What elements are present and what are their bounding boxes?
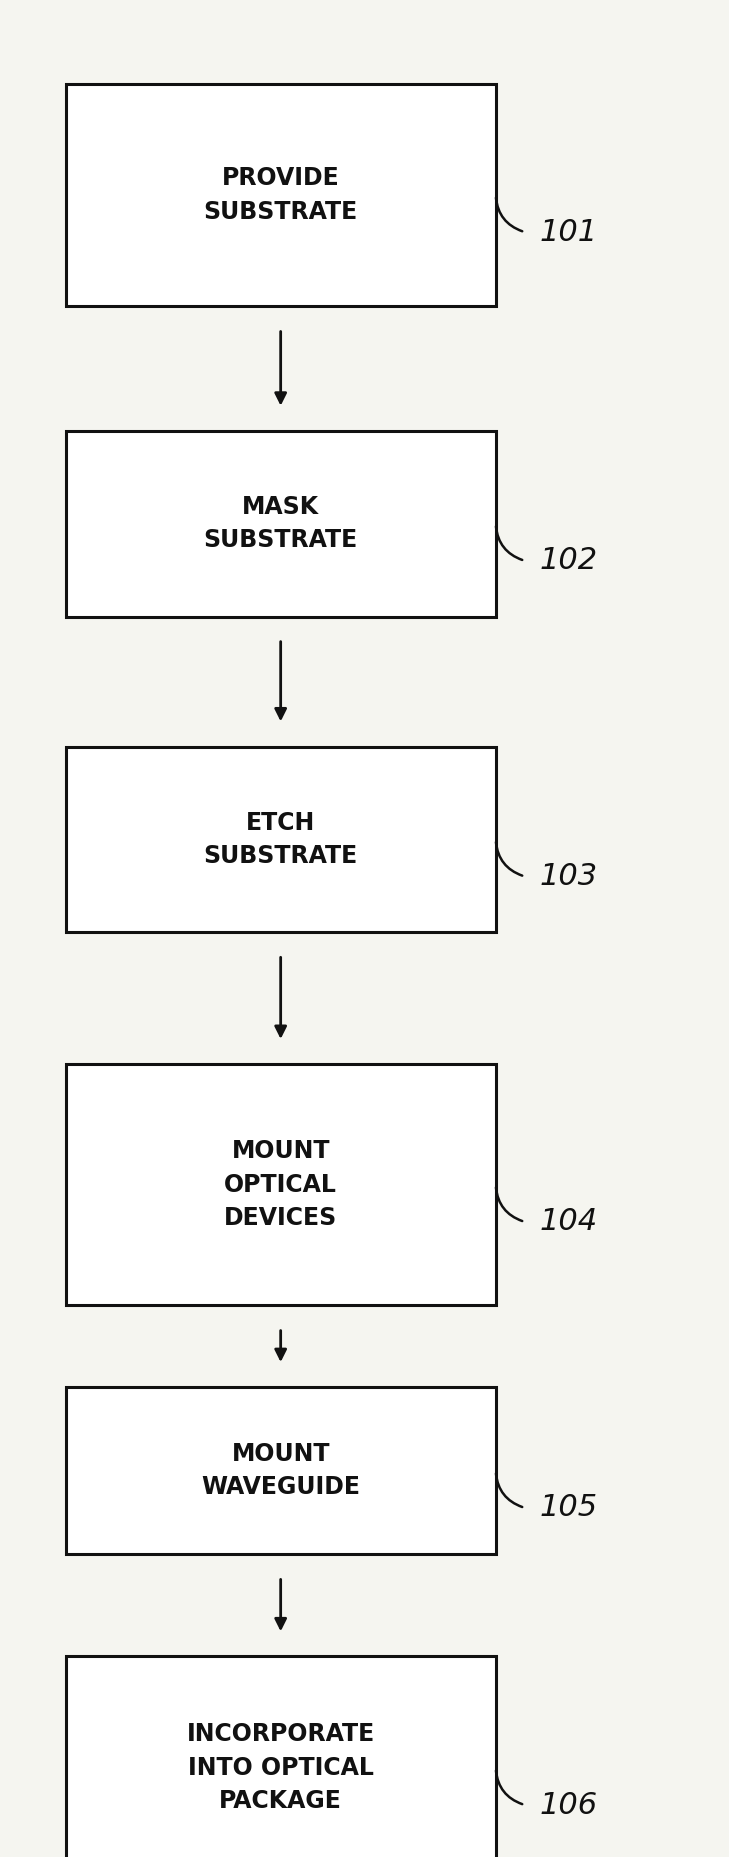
FancyBboxPatch shape [66,1656,496,1857]
Text: 104: 104 [539,1207,598,1237]
Text: 102: 102 [539,546,598,576]
FancyBboxPatch shape [66,1064,496,1305]
FancyBboxPatch shape [66,1387,496,1554]
Text: MOUNT
OPTICAL
DEVICES: MOUNT OPTICAL DEVICES [224,1138,338,1231]
Text: PROVIDE
SUBSTRATE: PROVIDE SUBSTRATE [203,167,358,223]
FancyBboxPatch shape [66,747,496,932]
Text: MASK
SUBSTRATE: MASK SUBSTRATE [203,496,358,552]
Text: 105: 105 [539,1493,598,1523]
Text: 103: 103 [539,862,598,891]
Text: MOUNT
WAVEGUIDE: MOUNT WAVEGUIDE [201,1443,360,1499]
Text: 101: 101 [539,217,598,247]
Text: INCORPORATE
INTO OPTICAL
PACKAGE: INCORPORATE INTO OPTICAL PACKAGE [187,1721,375,1814]
Text: ETCH
SUBSTRATE: ETCH SUBSTRATE [203,812,358,867]
FancyBboxPatch shape [66,84,496,306]
FancyBboxPatch shape [66,431,496,617]
Text: 106: 106 [539,1790,598,1820]
